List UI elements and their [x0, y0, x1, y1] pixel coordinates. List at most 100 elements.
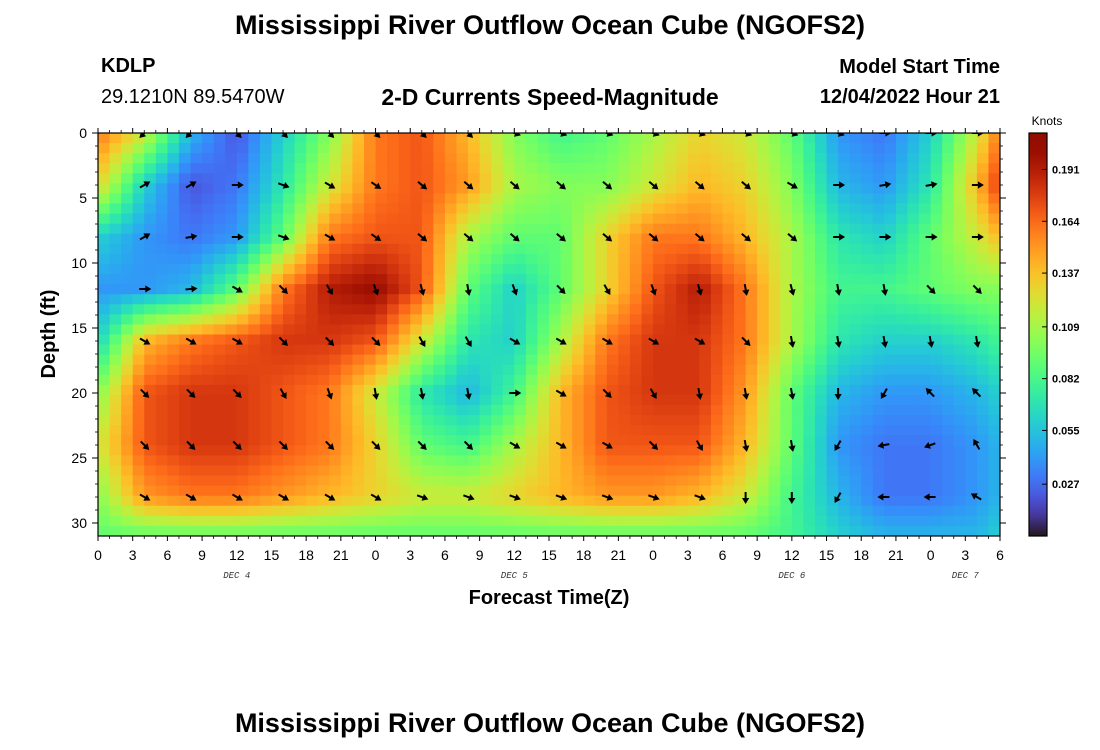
heatmap-cell: [259, 405, 273, 416]
heatmap-cell: [838, 193, 851, 205]
heatmap-cell: [283, 213, 296, 225]
heatmap-cell: [537, 445, 550, 456]
heatmap-cell: [722, 374, 735, 386]
heatmap-cell: [178, 243, 192, 255]
heatmap-cell: [132, 153, 145, 164]
heatmap-cell: [629, 475, 643, 487]
heatmap-cell: [190, 223, 203, 235]
heatmap-cell: [363, 173, 377, 184]
heatmap-cell: [502, 374, 515, 386]
heatmap-cell: [838, 324, 851, 336]
heatmap-cell: [236, 284, 249, 295]
heatmap-cell: [444, 163, 458, 174]
heatmap-cell: [641, 153, 654, 164]
heatmap-cell: [780, 435, 793, 446]
heatmap-cell: [433, 183, 446, 195]
heatmap-cell: [791, 173, 805, 184]
heatmap-cell: [861, 505, 874, 517]
heatmap-cell: [502, 284, 515, 295]
heatmap-cell: [930, 263, 943, 275]
heatmap-cell: [942, 405, 955, 416]
heatmap-cell: [294, 263, 307, 275]
heatmap-cell: [444, 183, 458, 195]
heatmap-cell: [144, 183, 157, 195]
heatmap-cell: [699, 133, 712, 144]
heatmap-cell: [375, 384, 388, 396]
heatmap-cell: [676, 455, 689, 467]
heatmap-cell: [132, 274, 145, 285]
heatmap-cell: [803, 314, 816, 326]
heatmap-cell: [549, 314, 562, 326]
heatmap-cell: [433, 133, 446, 144]
heatmap-cell: [606, 374, 619, 386]
heatmap-cell: [167, 475, 180, 487]
heatmap-cell: [722, 163, 735, 174]
heatmap-cell: [722, 294, 735, 305]
heatmap-cell: [814, 495, 828, 507]
heatmap-cell: [375, 455, 388, 467]
heatmap-cell: [294, 253, 307, 265]
heatmap-cell: [306, 354, 319, 366]
current-vector-arrow: [877, 493, 890, 501]
heatmap-cell: [872, 525, 885, 536]
heatmap-cell: [595, 505, 608, 517]
heatmap-cell: [479, 163, 492, 174]
heatmap-cell: [537, 475, 550, 487]
heatmap-cell: [549, 344, 562, 356]
heatmap-cell: [710, 415, 724, 426]
heatmap-cell: [121, 274, 134, 285]
heatmap-cell: [363, 284, 377, 295]
heatmap-cell: [132, 435, 145, 446]
heatmap-cell: [329, 133, 342, 144]
heatmap-cell: [930, 475, 943, 487]
current-vector-arrow: [463, 181, 474, 190]
heatmap-cell: [167, 153, 180, 164]
heatmap-cell: [826, 263, 839, 275]
heatmap-cell: [919, 445, 932, 456]
heatmap-cell: [907, 324, 920, 336]
heatmap-cell: [283, 505, 296, 517]
heatmap-cell: [965, 223, 978, 235]
heatmap-cell: [190, 183, 203, 195]
heatmap-cell: [826, 193, 839, 205]
heatmap-cell: [780, 223, 793, 235]
heatmap-cell: [525, 384, 539, 396]
heatmap-cell: [155, 505, 168, 517]
heatmap-cell: [826, 505, 839, 517]
heatmap-cell: [629, 183, 643, 195]
heatmap-cell: [456, 183, 469, 195]
heatmap-cell: [710, 304, 724, 315]
heatmap-cell: [988, 435, 1000, 446]
heatmap-cell: [502, 133, 515, 144]
x-tick-label: 0: [372, 547, 380, 563]
heatmap-cell: [213, 314, 226, 326]
heatmap-cell: [410, 203, 423, 215]
heatmap-cell: [919, 253, 932, 265]
heatmap-cell: [375, 515, 388, 527]
heatmap-cell: [363, 253, 377, 265]
heatmap-cell: [248, 163, 261, 174]
heatmap-cell: [699, 153, 712, 164]
heatmap-cell: [352, 505, 365, 517]
heatmap-cell: [317, 183, 330, 195]
current-vector-arrow: [509, 181, 520, 190]
heatmap-cell: [861, 304, 874, 315]
heatmap-cell: [433, 405, 446, 416]
heatmap-cell: [178, 133, 192, 144]
heatmap-cell: [190, 405, 203, 416]
heatmap-cell: [155, 213, 168, 225]
heatmap-cell: [294, 163, 307, 174]
heatmap-cell: [895, 425, 909, 436]
heatmap-cell: [329, 213, 342, 225]
heatmap-cell: [98, 525, 111, 536]
heatmap-cell: [109, 223, 122, 235]
heatmap-cell: [456, 213, 469, 225]
heatmap-cell: [109, 455, 122, 467]
heatmap-cell: [595, 515, 608, 527]
heatmap-cell: [479, 193, 492, 205]
heatmap-cell: [687, 495, 700, 507]
heatmap-cell: [202, 364, 215, 376]
heatmap-cell: [132, 173, 145, 184]
heatmap-cell: [178, 445, 192, 456]
heatmap-cell: [988, 485, 1000, 497]
